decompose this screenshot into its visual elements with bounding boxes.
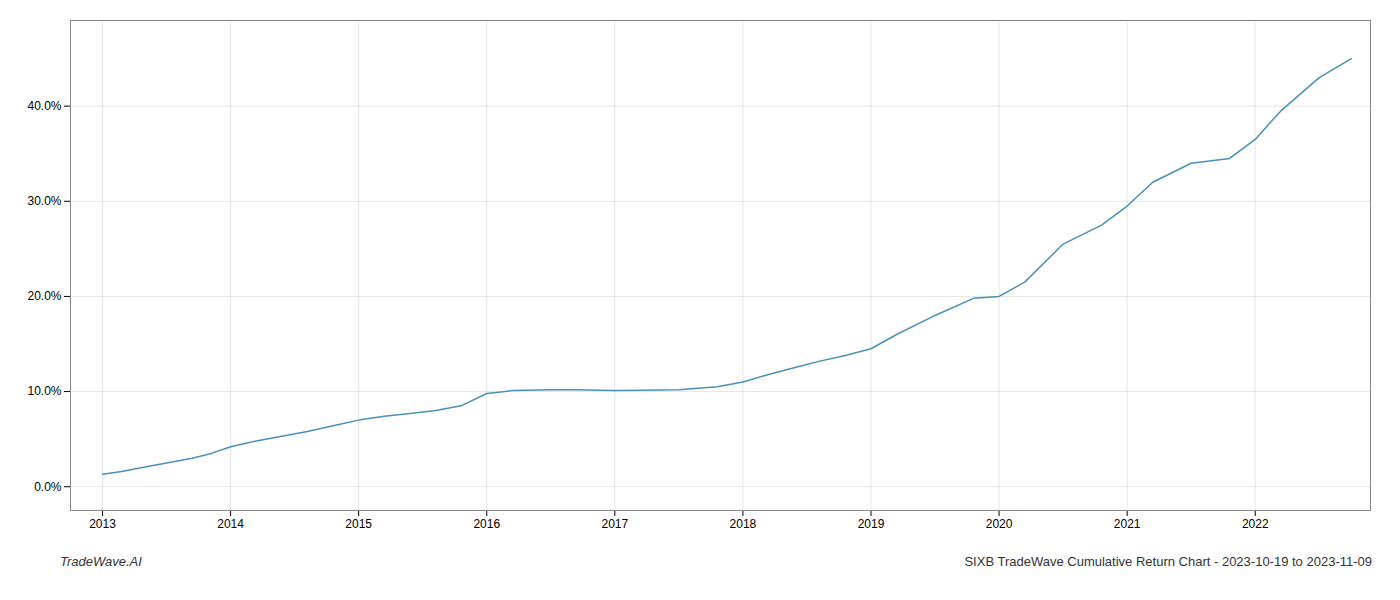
svg-text:20.0%: 20.0%	[27, 289, 61, 303]
html-text:TradeWave.AI: TradeWave.AI	[60, 554, 142, 569]
svg-text:2016: 2016	[473, 517, 500, 531]
svg-text:2020: 2020	[986, 517, 1013, 531]
svg-text:2013: 2013	[89, 517, 116, 531]
html-text:SIXB TradeWave Cumulative Retu: SIXB TradeWave Cumulative Return Chart -…	[964, 554, 1372, 569]
svg-text:2022: 2022	[1242, 517, 1269, 531]
svg-text:30.0%: 30.0%	[27, 194, 61, 208]
svg-text:2021: 2021	[1114, 517, 1141, 531]
svg-text:2019: 2019	[858, 517, 885, 531]
svg-text:10.0%: 10.0%	[27, 384, 61, 398]
svg-text:2017: 2017	[601, 517, 628, 531]
svg-text:0.0%: 0.0%	[34, 480, 62, 494]
svg-text:40.0%: 40.0%	[27, 99, 61, 113]
svg-text:2015: 2015	[345, 517, 372, 531]
svg-text:2018: 2018	[730, 517, 757, 531]
svg-text:2014: 2014	[217, 517, 244, 531]
